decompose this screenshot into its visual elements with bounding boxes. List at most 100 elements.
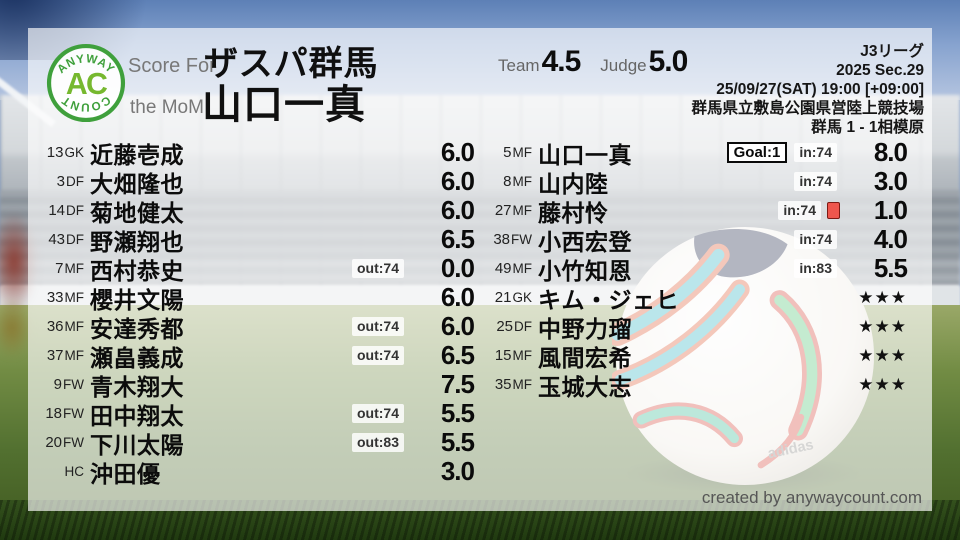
goal-badge: Goal:1 (726, 142, 788, 163)
mom-label: the MoM (130, 97, 204, 118)
player-rating: 5.5 (873, 253, 908, 283)
logo-arc-bottom: COUNT (59, 93, 112, 114)
score-for-label: Score For (128, 55, 216, 77)
player-number-position: 49MF (486, 260, 532, 278)
player-number: 21 (494, 288, 512, 306)
player-number-position: 38FW (486, 231, 532, 249)
player-number: 36 (46, 317, 64, 335)
player-position: FW (511, 231, 532, 247)
player-row: 37MF 瀬畠義成 out:74 6.5 (38, 340, 475, 371)
player-number-position: 9FW (38, 376, 84, 394)
player-number: 37 (46, 346, 64, 364)
player-position: MF (64, 289, 85, 305)
player-row: 21GK キム・ジェヒ ★★★ (486, 283, 907, 313)
player-number: 9 (53, 375, 62, 393)
player-row: 13GK 近藤壱成 6.0 (38, 137, 475, 168)
player-position: HC (64, 463, 85, 479)
player-row: 38FW 小西宏登 in:74 4.0 (486, 224, 908, 255)
player-rating: 6.0 (440, 195, 475, 225)
player-row: 35MF 玉城大志 ★★★ (486, 370, 907, 400)
judge-score-label: Judge (600, 56, 647, 75)
player-number: 38 (493, 230, 510, 248)
judge-score-value: 5.0 (648, 45, 689, 78)
player-number: 27 (494, 201, 512, 219)
player-rating: 5.5 (440, 398, 475, 428)
player-number-position: 18FW (38, 405, 84, 423)
player-row: 20FW 下川太陽 out:83 5.5 (38, 427, 475, 458)
sub-time-badge: in:74 (778, 201, 821, 220)
player-number-position: 15MF (486, 347, 532, 365)
player-number-position: 14DF (38, 202, 84, 220)
player-number-position: 36MF (38, 318, 84, 336)
team-score-label: Team (498, 56, 540, 75)
player-rating: 3.0 (440, 456, 475, 486)
sub-time-badge: out:83 (352, 433, 404, 452)
team-judge-scores: Team 4.5 Judge 5.0 (498, 45, 689, 79)
player-row: 9FW 青木翔大 7.5 (38, 369, 475, 400)
player-number: 18 (45, 404, 62, 422)
player-name: 中野力瑠 (538, 315, 632, 342)
player-name: 田中翔太 (90, 402, 184, 429)
player-name: 藤村怜 (538, 199, 609, 226)
score-content: ANYWAY COUNT AC Score For ザスパ群馬 the MoM … (28, 28, 932, 511)
player-rating: 0.0 (440, 253, 475, 283)
player-number: 3 (56, 172, 65, 190)
player-name: 西村恭史 (90, 257, 184, 284)
league-name: J3リーグ (860, 43, 924, 60)
player-number: 35 (494, 375, 512, 393)
player-position: DF (66, 202, 84, 218)
sub-time-badge: out:74 (352, 317, 404, 336)
player-rating: 1.0 (873, 195, 908, 225)
player-rating: 3.0 (873, 166, 908, 196)
player-row: 18FW 田中翔太 out:74 5.5 (38, 398, 475, 429)
player-position: MF (64, 318, 85, 334)
player-row: 15MF 風間宏希 ★★★ (486, 341, 907, 371)
match-result: 群馬 1 - 1相模原 (811, 119, 924, 136)
sub-time-badge: in:74 (794, 172, 837, 191)
player-position: MF (512, 260, 533, 276)
player-name: 野瀬翔也 (90, 228, 184, 255)
svg-text:COUNT: COUNT (59, 93, 113, 114)
player-position: MF (64, 347, 85, 363)
player-name: 大畑隆也 (90, 170, 184, 197)
player-position: MF (512, 173, 533, 189)
player-name: 瀬畠義成 (90, 344, 184, 371)
player-stars: ★★★ (858, 316, 907, 336)
player-name: 風間宏希 (538, 344, 632, 371)
player-rating: 6.0 (440, 311, 475, 341)
player-name: 菊地健太 (90, 199, 184, 226)
player-number: 13 (46, 143, 64, 161)
player-position: GK (64, 144, 84, 160)
player-number-position: 43DF (38, 231, 84, 249)
logo-ac-text: AC (66, 68, 107, 101)
player-number-position: 33MF (38, 289, 84, 307)
player-number-position: 20FW (38, 434, 84, 452)
player-number: 15 (494, 346, 512, 364)
player-number-position: 5MF (486, 144, 532, 162)
player-row: 33MF 櫻井文陽 6.0 (38, 282, 475, 313)
player-position: MF (512, 376, 533, 392)
player-number-position: 8MF (486, 173, 532, 191)
season-section: 2025 Sec.29 (836, 62, 924, 79)
player-rating: 5.5 (440, 427, 475, 457)
player-name: 下川太陽 (90, 431, 184, 458)
stand-olive-blur (0, 298, 32, 358)
player-number-position: HC (38, 463, 85, 481)
team-name: ザスパ群馬 (204, 45, 379, 83)
player-name: 小西宏登 (538, 228, 632, 255)
player-rating: 6.5 (440, 340, 475, 370)
player-name: 櫻井文陽 (90, 286, 184, 313)
player-number-position: 21GK (486, 289, 532, 307)
sub-time-badge: out:74 (352, 404, 404, 423)
sub-time-badge: out:74 (352, 346, 404, 365)
sub-time-badge: out:74 (352, 259, 404, 278)
player-name: 沖田優 (90, 460, 161, 487)
player-number-position: 13GK (38, 144, 84, 162)
player-position: DF (66, 231, 84, 247)
player-position: FW (63, 376, 84, 392)
player-number: 5 (503, 143, 512, 161)
player-number-position: 3DF (38, 173, 84, 191)
player-rating: 4.0 (873, 224, 908, 254)
subs-and-bench-column: 5MF 山口一真 Goal:1 in:74 8.0 8MF 山内陸 in:74 … (486, 137, 908, 486)
player-name: 安達秀都 (90, 315, 184, 342)
